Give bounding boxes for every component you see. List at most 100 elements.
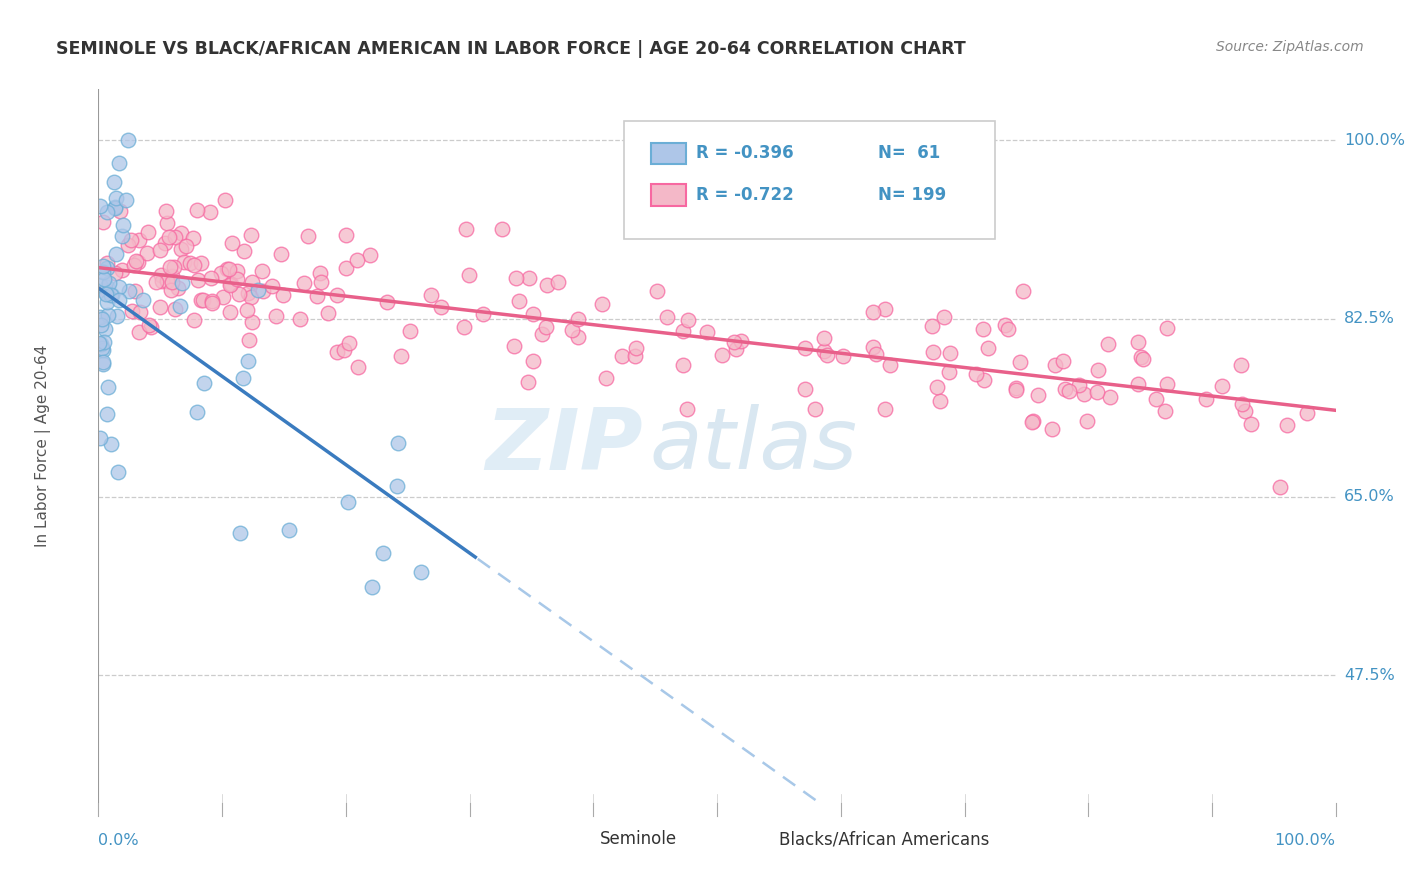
- Point: [730, 334, 752, 348]
- Point: [96, 294, 118, 309]
- Point: [672, 324, 695, 338]
- Point: [229, 526, 252, 541]
- Point: [98, 276, 121, 290]
- Point: [997, 321, 1019, 335]
- Point: [865, 347, 887, 361]
- Point: [409, 566, 432, 580]
- Point: [793, 342, 815, 356]
- Point: [875, 301, 897, 316]
- Point: [361, 580, 384, 594]
- Point: [309, 275, 332, 289]
- Point: [128, 233, 150, 247]
- Point: [232, 370, 254, 384]
- Point: [939, 346, 962, 360]
- Point: [1005, 383, 1028, 397]
- Point: [271, 287, 294, 301]
- Point: [672, 358, 695, 372]
- Point: [1026, 388, 1049, 402]
- Point: [1067, 378, 1090, 392]
- Point: [219, 305, 242, 319]
- Point: [307, 288, 329, 302]
- Point: [91, 355, 114, 369]
- Point: [120, 233, 142, 247]
- Point: [965, 367, 987, 381]
- Point: [1132, 351, 1154, 366]
- Point: [1052, 354, 1074, 368]
- Text: 82.5%: 82.5%: [1344, 311, 1395, 326]
- Point: [163, 260, 186, 275]
- Point: [100, 287, 122, 301]
- Point: [128, 325, 150, 339]
- Point: [793, 382, 815, 396]
- Point: [238, 333, 260, 347]
- Point: [270, 246, 292, 260]
- Point: [89, 277, 111, 292]
- Point: [326, 345, 349, 359]
- Point: [90, 311, 112, 326]
- Point: [645, 284, 668, 298]
- Point: [247, 284, 270, 298]
- Point: [190, 256, 212, 270]
- Point: [160, 268, 183, 283]
- Point: [831, 349, 853, 363]
- Point: [696, 325, 718, 339]
- Point: [994, 318, 1017, 333]
- Point: [183, 259, 205, 273]
- Point: [112, 218, 135, 232]
- Point: [87, 336, 110, 351]
- Point: [1156, 321, 1178, 335]
- Point: [104, 191, 127, 205]
- Point: [236, 303, 259, 318]
- Point: [530, 327, 553, 342]
- Point: [1240, 417, 1263, 432]
- Point: [240, 227, 263, 242]
- Point: [156, 216, 179, 230]
- Text: Seminole: Seminole: [599, 830, 676, 848]
- Point: [121, 304, 143, 318]
- Point: [138, 318, 160, 333]
- Point: [93, 259, 115, 273]
- Point: [333, 343, 356, 357]
- Point: [976, 341, 998, 355]
- Point: [156, 274, 179, 288]
- Point: [157, 229, 180, 244]
- Point: [517, 375, 540, 389]
- Point: [91, 215, 114, 229]
- Point: [209, 266, 232, 280]
- Point: [135, 246, 157, 260]
- Point: [200, 271, 222, 285]
- Point: [104, 201, 127, 215]
- Point: [266, 309, 288, 323]
- Text: 100.0%: 100.0%: [1275, 833, 1336, 848]
- Point: [1156, 376, 1178, 391]
- Point: [862, 305, 884, 319]
- Point: [104, 267, 127, 281]
- Point: [201, 296, 224, 310]
- Text: N= 199: N= 199: [877, 186, 946, 203]
- Point: [292, 276, 315, 290]
- Point: [94, 322, 117, 336]
- Point: [90, 337, 112, 351]
- Point: [218, 278, 240, 293]
- Point: [150, 274, 173, 288]
- FancyBboxPatch shape: [557, 830, 591, 849]
- Point: [221, 235, 243, 250]
- Point: [595, 371, 617, 385]
- Point: [122, 258, 145, 272]
- Point: [103, 175, 125, 189]
- Point: [260, 278, 283, 293]
- Point: [96, 256, 118, 270]
- Point: [522, 307, 544, 321]
- Text: R = -0.722: R = -0.722: [696, 186, 794, 203]
- Point: [1128, 335, 1150, 350]
- Point: [96, 205, 118, 219]
- Point: [297, 229, 319, 244]
- Point: [100, 437, 122, 451]
- Point: [129, 305, 152, 319]
- Point: [89, 199, 111, 213]
- Point: [236, 285, 259, 300]
- Point: [174, 239, 197, 253]
- Point: [387, 435, 409, 450]
- Point: [170, 242, 193, 256]
- Point: [105, 247, 128, 261]
